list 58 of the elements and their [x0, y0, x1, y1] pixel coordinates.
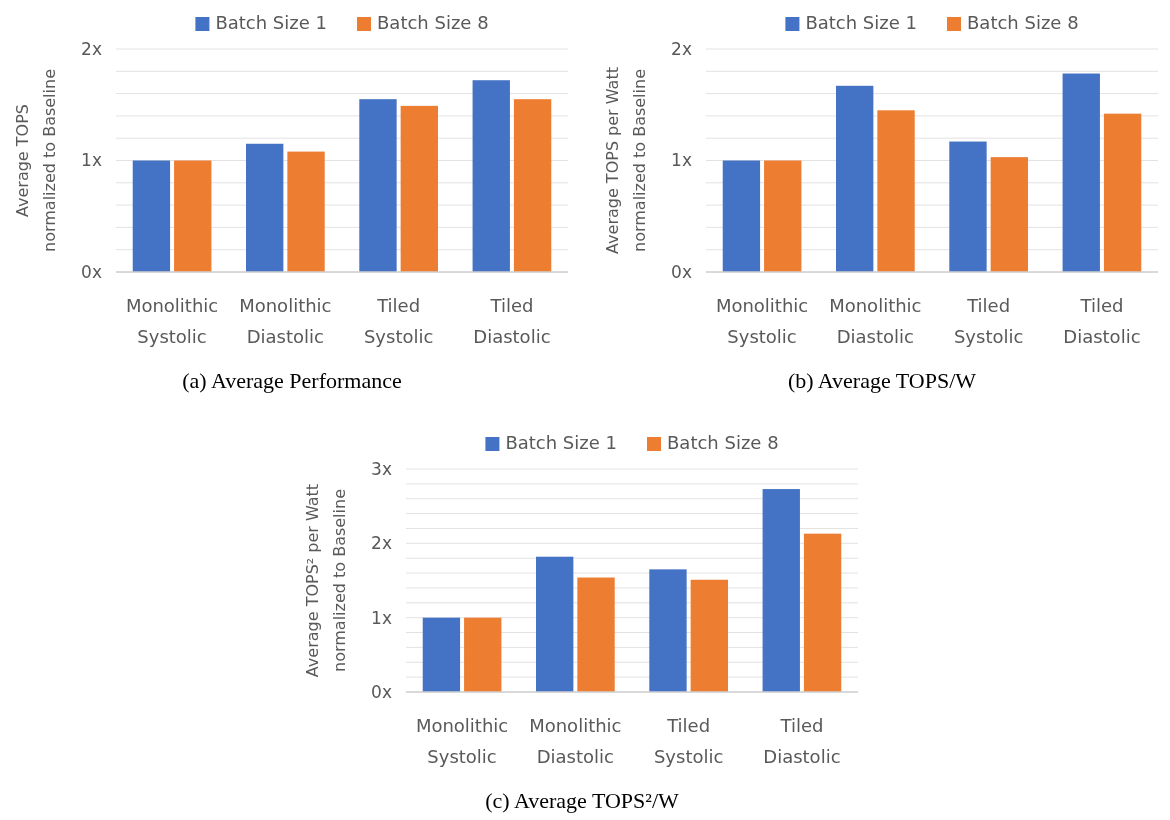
bar [400, 105, 438, 272]
bar [762, 489, 800, 692]
x-tick-label: Monolithic Diastolic [829, 295, 922, 347]
y-tick-label: 0x [81, 261, 102, 282]
bar [464, 617, 502, 692]
y-tick-label: 2x [371, 533, 392, 554]
legend-label: Batch Size 1 [805, 12, 917, 33]
x-tick-label: Tiled Systolic [953, 295, 1024, 347]
x-tick-label: Tiled Diastolic [763, 715, 841, 767]
bar [1103, 113, 1142, 272]
text: (b) Average TOPS/W [787, 368, 977, 393]
x-tick-label: Monolithic Systolic [715, 295, 809, 347]
bar [836, 85, 874, 272]
y-tick-label: 3x [371, 458, 392, 479]
bar [577, 577, 615, 692]
bar [990, 157, 1028, 272]
bar [132, 160, 171, 272]
y-tick-label: 2x [81, 38, 102, 59]
x-tick-label: Tiled Diastolic [1063, 295, 1141, 347]
x-tick-label: Monolithic Systolic [415, 715, 509, 767]
legend-label: Batch Size 1 [505, 432, 617, 453]
legend-label: Batch Size 1 [215, 12, 327, 33]
y-tick-label: 0x [371, 681, 392, 702]
x-tick-label: Monolithic Diastolic [529, 715, 622, 767]
legend-label: Batch Size 8 [667, 432, 779, 453]
y-tick-label: 1x [671, 150, 692, 171]
bar [513, 99, 552, 272]
bar [359, 99, 397, 272]
bar [764, 160, 802, 272]
y-tick-label: 1x [81, 150, 102, 171]
text: (a) Average Performance [182, 368, 402, 393]
bar [649, 569, 687, 692]
x-tick-label: Tiled Diastolic [473, 295, 551, 347]
y-tick-label: 2x [671, 38, 692, 59]
bar [246, 143, 284, 272]
y-tick-label: 0x [671, 261, 692, 282]
x-tick-label: Tiled Systolic [653, 715, 724, 767]
bar [536, 556, 574, 692]
x-tick-label: Tiled Systolic [363, 295, 434, 347]
bar [877, 110, 915, 272]
bar [722, 160, 761, 272]
x-tick-label: Monolithic Systolic [125, 295, 219, 347]
bar [690, 579, 728, 692]
bar [174, 160, 212, 272]
bar [1062, 73, 1100, 272]
bar [287, 151, 325, 272]
y-tick-label: 1x [371, 607, 392, 628]
bar [422, 617, 461, 692]
bar [472, 80, 510, 272]
legend-label: Batch Size 8 [967, 12, 1079, 33]
text: (c) Average TOPS²/W [485, 788, 680, 813]
bar [949, 141, 987, 272]
y-axis-title: Average TOPS² per Watt normalized to Baseline [302, 483, 349, 678]
legend-label: Batch Size 8 [377, 12, 489, 33]
x-tick-label: Monolithic Diastolic [239, 295, 332, 347]
bar [803, 533, 842, 692]
y-axis-title: Average TOPS normalized to Baseline [12, 69, 59, 252]
y-axis-title: Average TOPS per Watt normalized to Baseline [602, 67, 649, 254]
